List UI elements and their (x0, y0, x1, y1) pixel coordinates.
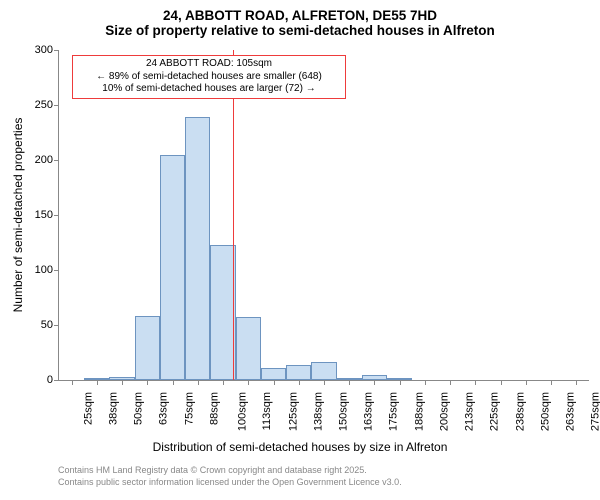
xtick-mark (450, 380, 451, 385)
annotation-box: 24 ABBOTT ROAD: 105sqm← 89% of semi-deta… (72, 55, 346, 99)
chart-container: 24, ABBOTT ROAD, ALFRETON, DE55 7HD Size… (0, 0, 600, 500)
xtick-label: 75sqm (183, 392, 195, 425)
bar (160, 155, 185, 381)
xtick-label: 63sqm (158, 392, 170, 425)
xtick-mark (198, 380, 199, 385)
xtick-label: 250sqm (539, 392, 551, 431)
xtick-label: 150sqm (338, 392, 350, 431)
bar (286, 365, 311, 380)
xtick-mark (72, 380, 73, 385)
footer-line-2: Contains public sector information licen… (58, 477, 402, 487)
xtick-label: 138sqm (312, 392, 324, 431)
xtick-label: 213sqm (464, 392, 476, 431)
xtick-label: 225sqm (489, 392, 501, 431)
xtick-label: 263sqm (565, 392, 577, 431)
xtick-mark (526, 380, 527, 385)
bar (337, 378, 362, 380)
bar (210, 245, 235, 380)
xtick-label: 113sqm (261, 392, 273, 430)
ytick-mark (54, 160, 59, 161)
xtick-mark (248, 380, 249, 385)
bar (236, 317, 261, 380)
annotation-line: 24 ABBOTT ROAD: 105sqm (75, 58, 343, 71)
xtick-mark (400, 380, 401, 385)
bar (109, 377, 134, 380)
xtick-label: 100sqm (237, 392, 249, 431)
xtick-label: 25sqm (82, 392, 94, 425)
xtick-mark (324, 380, 325, 385)
xtick-label: 88sqm (208, 392, 220, 425)
xtick-label: 125sqm (287, 392, 299, 431)
xtick-label: 175sqm (388, 392, 400, 431)
xtick-label: 275sqm (590, 392, 600, 431)
bar (387, 378, 412, 380)
bar (84, 378, 109, 380)
x-axis-label: Distribution of semi-detached houses by … (153, 440, 448, 454)
bar (135, 316, 160, 380)
annotation-line: 10% of semi-detached houses are larger (… (75, 83, 343, 96)
bar (362, 375, 387, 381)
ytick-mark (54, 270, 59, 271)
plot-area: 05010015020025030025sqm38sqm50sqm63sqm75… (58, 50, 589, 381)
xtick-mark (425, 380, 426, 385)
xtick-mark (551, 380, 552, 385)
bar (261, 368, 286, 380)
xtick-mark (299, 380, 300, 385)
xtick-mark (475, 380, 476, 385)
xtick-mark (274, 380, 275, 385)
xtick-mark (501, 380, 502, 385)
xtick-label: 200sqm (439, 392, 451, 431)
xtick-label: 38sqm (107, 392, 119, 425)
y-axis-label: Number of semi-detached properties (11, 118, 25, 313)
xtick-mark (374, 380, 375, 385)
xtick-mark (97, 380, 98, 385)
ytick-mark (54, 380, 59, 381)
ytick-mark (54, 215, 59, 216)
bar (311, 362, 336, 380)
ytick-mark (54, 105, 59, 106)
xtick-label: 238sqm (514, 392, 526, 431)
xtick-label: 50sqm (133, 392, 145, 425)
xtick-label: 188sqm (413, 392, 425, 431)
ytick-mark (54, 50, 59, 51)
xtick-mark (576, 380, 577, 385)
xtick-mark (349, 380, 350, 385)
annotation-line: ← 89% of semi-detached houses are smalle… (75, 71, 343, 84)
xtick-mark (223, 380, 224, 385)
xtick-mark (173, 380, 174, 385)
ytick-mark (54, 325, 59, 326)
bar (185, 117, 210, 380)
xtick-mark (147, 380, 148, 385)
xtick-label: 163sqm (363, 392, 375, 431)
footer-line-1: Contains HM Land Registry data © Crown c… (58, 465, 367, 475)
reference-line (233, 50, 234, 380)
xtick-mark (122, 380, 123, 385)
title-line-1: 24, ABBOTT ROAD, ALFRETON, DE55 7HD (0, 0, 600, 23)
title-line-2: Size of property relative to semi-detach… (0, 23, 600, 38)
